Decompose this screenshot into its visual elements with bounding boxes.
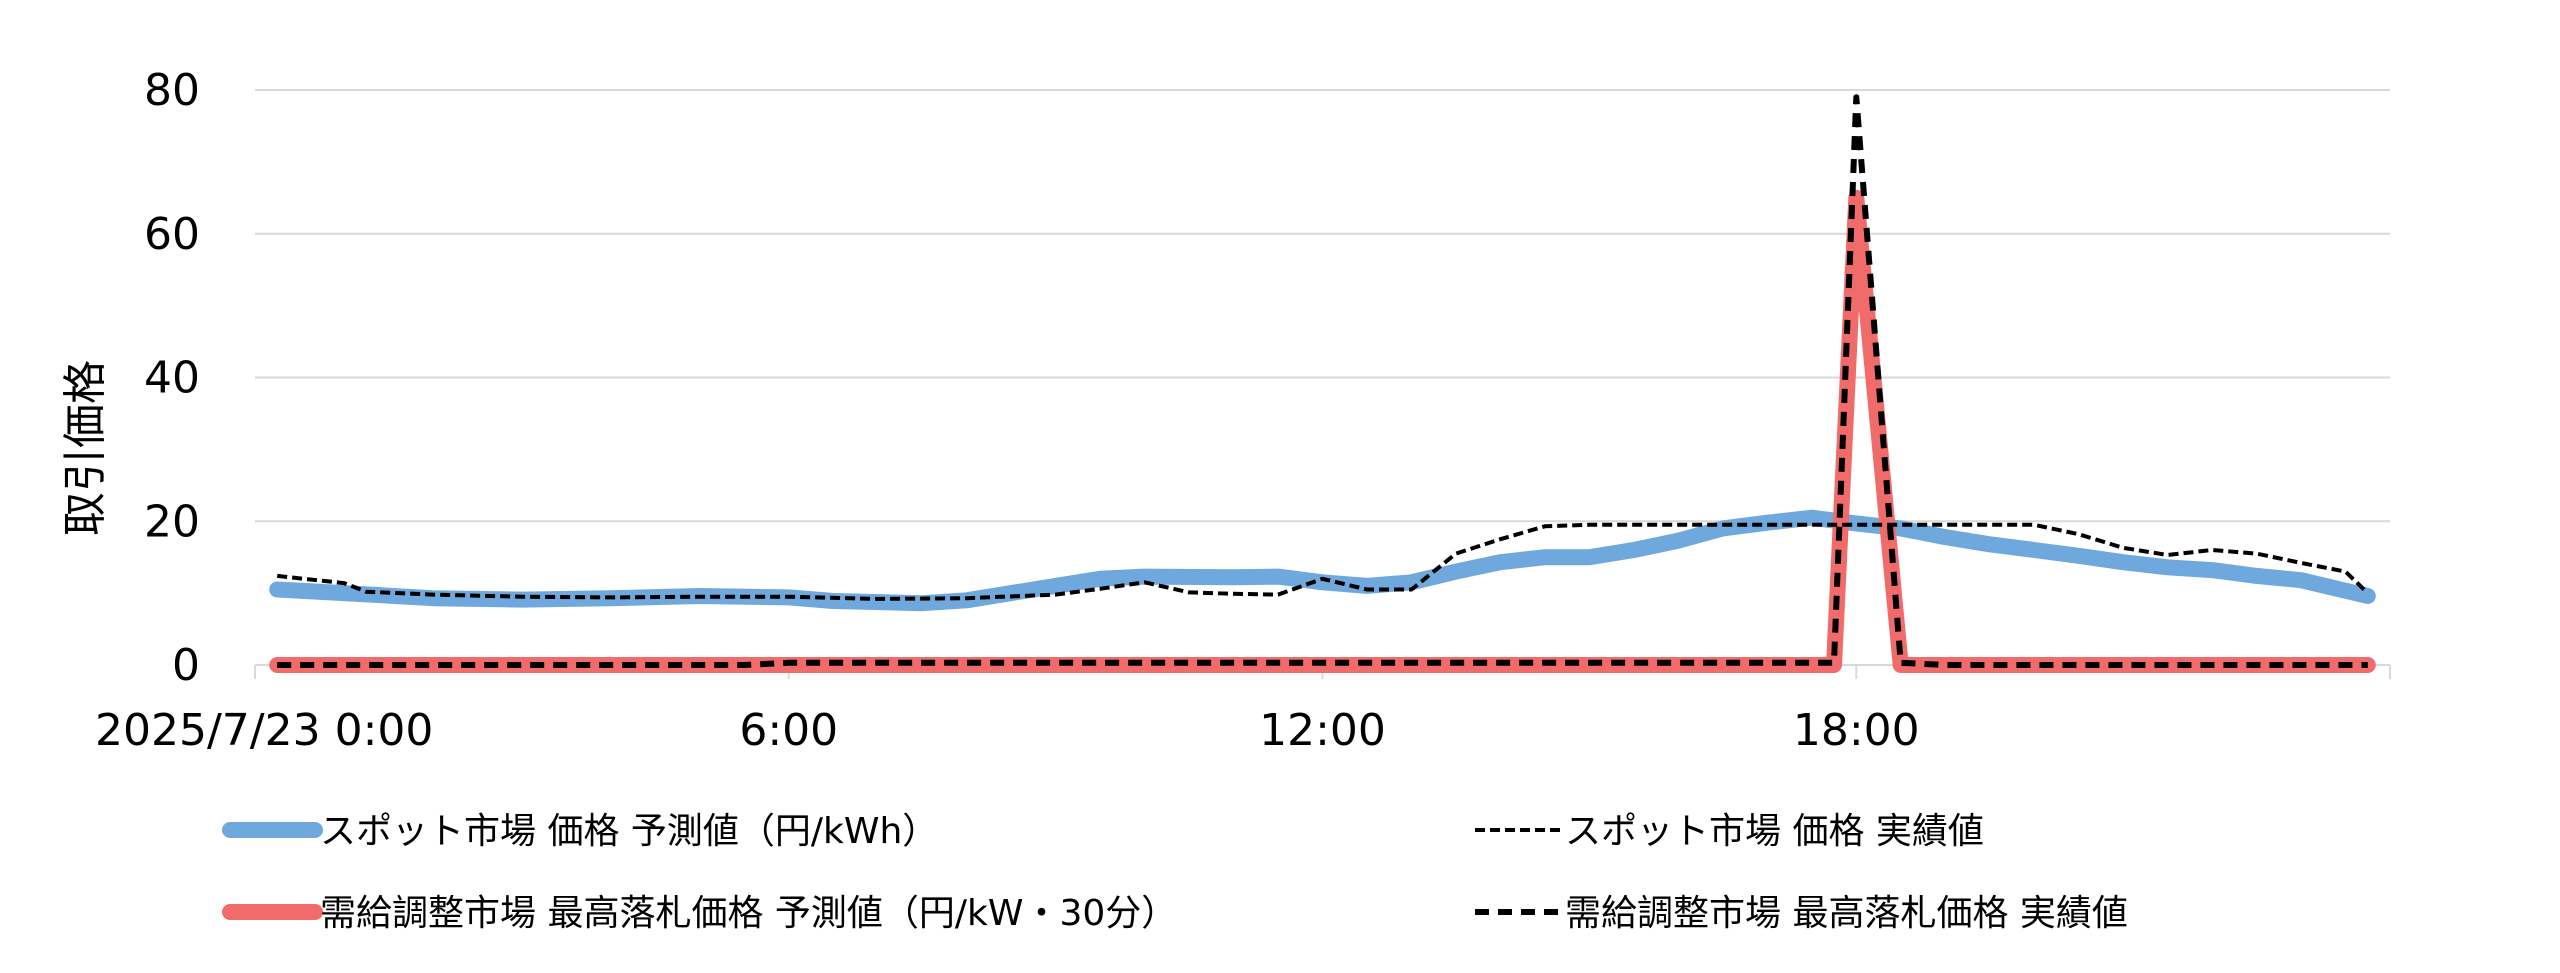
- series-layer: [269, 94, 2376, 673]
- x-tick-label: 6:00: [739, 705, 838, 756]
- legend-label-2: スポット市場 価格 実績値: [1565, 811, 1984, 852]
- y-tick-label: 20: [144, 496, 200, 547]
- legend-label-3: 需給調整市場 最高落札価格 予測値（円/kW・30分）: [320, 893, 1177, 934]
- y-tick-label: 40: [144, 353, 200, 404]
- legend-label-1: スポット市場 価格 予測値（円/kWh）: [320, 811, 938, 852]
- y-axis-label: 取引価格: [60, 360, 111, 536]
- series-line-2: [276, 522, 2370, 601]
- series-line-4: [277, 94, 2368, 668]
- x-tick-label: 12:00: [1259, 705, 1386, 756]
- y-tick-labels: 0 20 40 60 80: [144, 65, 200, 691]
- legend: スポット市場 価格 予測値（円/kWh） スポット市場 価格 実績値需給調整市場 …: [222, 811, 2128, 934]
- y-tick-label: 0: [172, 640, 200, 691]
- y-tick-label: 60: [144, 209, 200, 260]
- x-axis: 2025/7/23 0:00 6:00 12:00 18:00: [95, 664, 2391, 756]
- y-tick-label: 80: [144, 65, 200, 116]
- grid-lines: [255, 89, 2390, 523]
- x-tick-label: 18:00: [1793, 705, 1920, 756]
- legend-label-4: 需給調整市場 最高落札価格 実績値: [1565, 893, 2128, 934]
- x-tick-label: 2025/7/23 0:00: [95, 705, 433, 756]
